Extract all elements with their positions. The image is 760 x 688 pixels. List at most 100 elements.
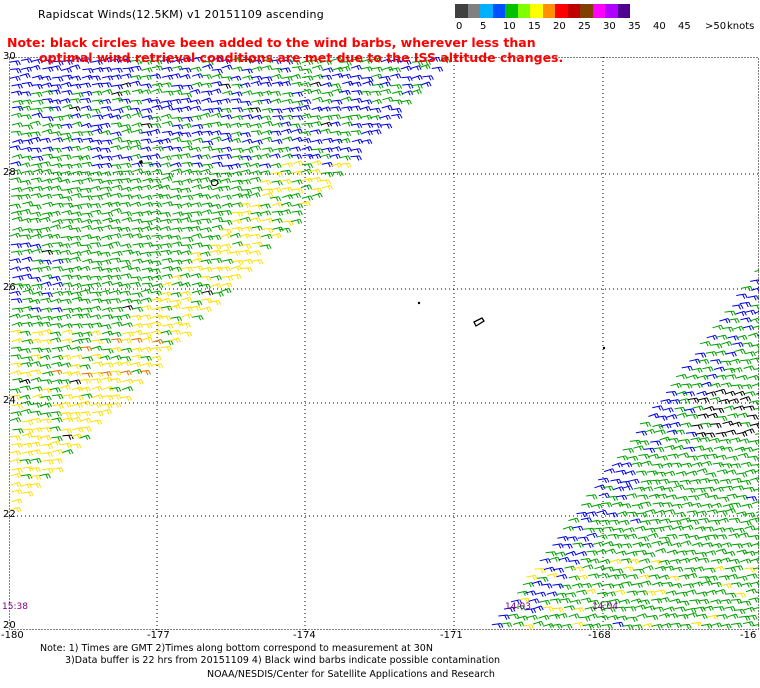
wind-barb (110, 274, 122, 281)
wind-barb (109, 386, 122, 393)
wind-barb (142, 242, 154, 248)
wind-barb (718, 496, 730, 503)
wind-barb (210, 275, 222, 281)
wind-barb (712, 486, 724, 493)
legend-color-swatch (555, 4, 568, 18)
wind-barb (90, 305, 102, 311)
wind-barb (548, 613, 561, 620)
wind-barb (211, 224, 224, 231)
wind-barb (91, 163, 103, 169)
wind-barb (29, 467, 41, 473)
wind-barb (140, 89, 152, 95)
wind-barb (141, 362, 153, 368)
wind-barb (663, 606, 675, 612)
wind-barb (698, 557, 710, 564)
wind-barb (556, 613, 568, 619)
wind-barb (742, 621, 755, 627)
wind-barb (31, 107, 43, 114)
wind-barb (565, 592, 577, 598)
wind-barb (22, 491, 34, 497)
wind-barb (79, 378, 91, 385)
wind-barb (678, 398, 690, 404)
wind-barb (310, 115, 322, 121)
wind-barb (100, 409, 112, 415)
wind-barb (120, 113, 132, 119)
wind-barb (401, 76, 413, 82)
wind-barb (738, 438, 750, 444)
wind-barb (745, 588, 758, 594)
wind-barb (10, 411, 22, 417)
wind-barb (140, 314, 152, 320)
wind-barb (638, 574, 651, 580)
wind-barb (301, 122, 313, 129)
wind-barb (549, 598, 562, 604)
wind-barb (698, 359, 710, 365)
wind-barb (636, 512, 648, 518)
wind-barb (182, 236, 194, 243)
wind-barb (100, 192, 112, 198)
wind-barb (80, 203, 93, 209)
wind-barb (687, 397, 700, 403)
wind-barb (170, 235, 182, 241)
wind-barb (70, 113, 82, 119)
wind-barb (80, 105, 92, 111)
wind-barb (170, 266, 183, 272)
wind-barb (172, 281, 184, 287)
wind-barb (654, 589, 667, 595)
wind-barb (171, 227, 183, 233)
wind-barb (662, 407, 674, 413)
wind-barb (555, 592, 567, 599)
wind-barb (694, 352, 707, 358)
wind-barb (11, 467, 23, 474)
wind-barb (230, 218, 243, 225)
wind-barb (180, 132, 192, 138)
wind-barb (531, 580, 543, 586)
legend-label: 30 (603, 21, 616, 32)
wind-barb (39, 137, 52, 144)
wind-barb (152, 184, 164, 190)
wind-barb (30, 276, 42, 283)
wind-barb (92, 67, 104, 73)
wind-barb (9, 145, 22, 151)
wind-barb (289, 192, 302, 199)
wind-barb (729, 358, 741, 364)
wind-barb (129, 250, 142, 257)
wind-barb (201, 90, 213, 96)
wind-barb (331, 57, 343, 63)
wind-barb (199, 112, 211, 118)
wind-barb (618, 519, 630, 526)
wind-barb (299, 82, 312, 88)
wind-barb (22, 289, 34, 295)
wind-barb (673, 445, 685, 451)
wind-barb (130, 178, 142, 184)
wind-barb (329, 83, 342, 89)
wind-barb (101, 307, 113, 313)
wind-barb (42, 201, 54, 208)
legend-color-swatch (480, 4, 493, 18)
wind-barb (40, 395, 52, 401)
wind-barb (362, 80, 374, 86)
wind-barb (121, 128, 133, 134)
wind-barb (150, 178, 162, 184)
wind-barb (20, 114, 32, 120)
wind-barb (524, 608, 537, 614)
contamination-note: Note: black circles have been added to t… (7, 35, 563, 65)
wind-barb (732, 304, 744, 310)
wind-barb (721, 463, 733, 469)
wind-barb (120, 145, 132, 151)
wind-barb (672, 566, 684, 573)
wind-barb (281, 186, 293, 193)
wind-barb (687, 374, 699, 380)
wind-barb (70, 291, 82, 297)
wind-barb (91, 195, 104, 201)
wind-barb (20, 105, 32, 111)
wind-barb (210, 234, 222, 241)
wind-barb (636, 590, 649, 596)
wind-barb (69, 98, 81, 104)
wind-barb (71, 137, 84, 144)
wind-barb (723, 527, 735, 533)
wind-barb (160, 82, 173, 88)
wind-barb (651, 581, 664, 587)
wind-barb (381, 104, 393, 111)
wind-barb (301, 146, 313, 152)
